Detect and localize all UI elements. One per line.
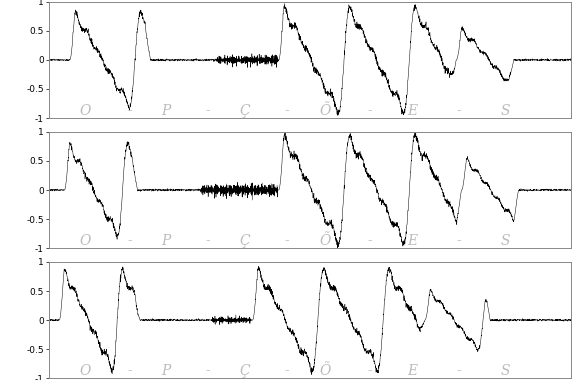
- Text: -: -: [127, 104, 132, 118]
- Text: S: S: [501, 364, 511, 378]
- Text: O: O: [80, 364, 91, 378]
- Text: Ç: Ç: [239, 364, 250, 378]
- Text: P: P: [162, 104, 171, 118]
- Text: -: -: [127, 234, 132, 248]
- Text: -: -: [284, 364, 289, 378]
- Text: -: -: [456, 364, 461, 378]
- Text: -: -: [205, 234, 211, 248]
- Text: -: -: [205, 364, 211, 378]
- Text: -: -: [368, 364, 373, 378]
- Text: Ç: Ç: [239, 104, 250, 118]
- Text: E: E: [407, 364, 417, 378]
- Text: -: -: [284, 234, 289, 248]
- Text: S: S: [501, 104, 511, 118]
- Text: -: -: [368, 234, 373, 248]
- Text: -: -: [368, 104, 373, 118]
- Text: S: S: [501, 234, 511, 248]
- Text: Õ: Õ: [320, 364, 331, 378]
- Text: E: E: [407, 234, 417, 248]
- Text: P: P: [162, 364, 171, 378]
- Text: Õ: Õ: [320, 234, 331, 248]
- Text: P: P: [162, 234, 171, 248]
- Text: -: -: [127, 364, 132, 378]
- Text: O: O: [80, 234, 91, 248]
- Text: -: -: [205, 104, 211, 118]
- Text: O: O: [80, 104, 91, 118]
- Text: E: E: [407, 104, 417, 118]
- Text: -: -: [456, 104, 461, 118]
- Text: Õ: Õ: [320, 104, 331, 118]
- Text: -: -: [284, 104, 289, 118]
- Text: Ç: Ç: [239, 234, 250, 248]
- Text: -: -: [456, 234, 461, 248]
